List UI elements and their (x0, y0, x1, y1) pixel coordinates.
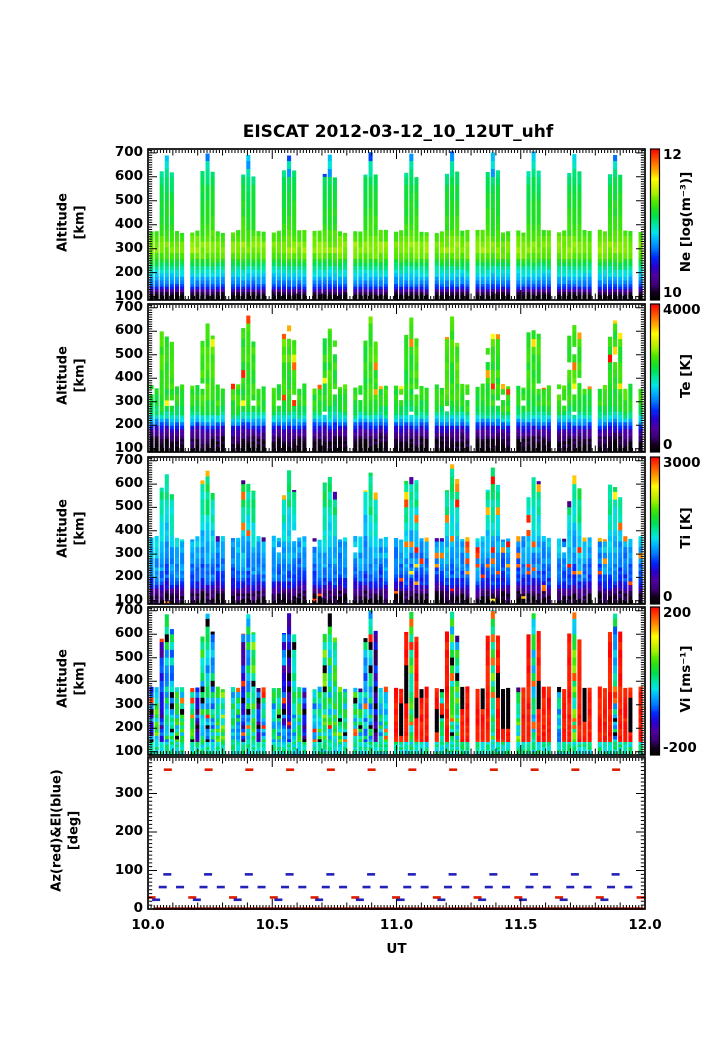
figure-title: EISCAT 2012-03-12_10_12UT_uhf (242, 122, 554, 142)
